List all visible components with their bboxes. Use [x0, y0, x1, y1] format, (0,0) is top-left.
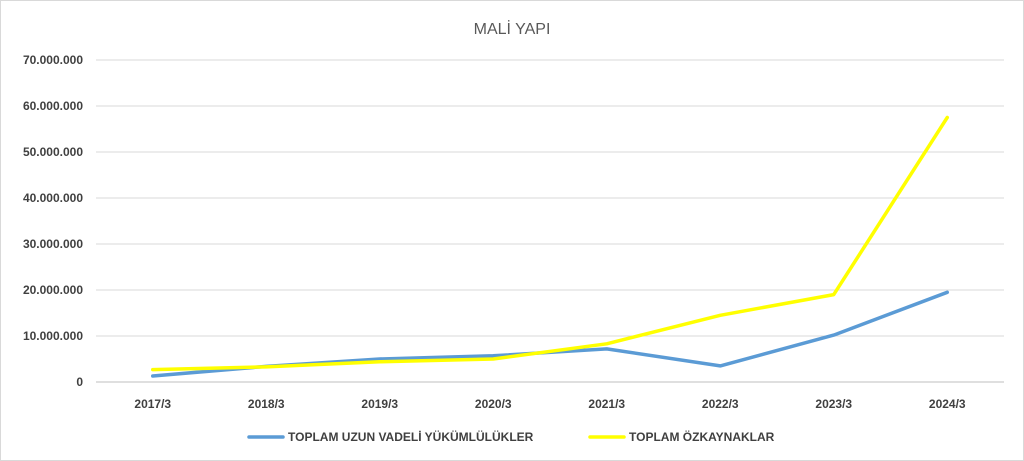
gridlines	[96, 59, 1004, 383]
x-tick-label: 2020/3	[475, 397, 512, 411]
y-tick-label: 0	[76, 375, 83, 389]
x-axis-ticks: 2017/3 2018/3 2019/3 2020/3 2021/3 2022/3 2023…	[134, 397, 966, 411]
x-tick-label: 2024/3	[929, 397, 966, 411]
legend-label: TOPLAM UZUN VADELİ YÜKÜMLÜLÜKLER	[288, 429, 534, 444]
y-axis-ticks: 0 10.000.000 20.000.000 30.000.000 40.000.00…	[23, 53, 83, 389]
x-tick-label: 2017/3	[134, 397, 171, 411]
y-tick-label: 20.000.000	[23, 283, 83, 297]
series-line-2	[151, 115, 949, 372]
x-tick-label: 2022/3	[702, 397, 739, 411]
legend-label: TOPLAM ÖZKAYNAKLAR	[629, 429, 775, 444]
y-tick-label: 40.000.000	[23, 191, 83, 205]
legend: TOPLAM UZUN VADELİ YÜKÜMLÜLÜKLER TOPLAM Ö…	[247, 429, 775, 444]
series-line-1	[151, 290, 949, 378]
x-tick-label: 2023/3	[815, 397, 852, 411]
series-lines	[151, 115, 949, 378]
y-tick-label: 70.000.000	[23, 53, 83, 67]
y-tick-label: 10.000.000	[23, 329, 83, 343]
chart-title: MALİ YAPI	[474, 19, 551, 38]
x-tick-label: 2018/3	[248, 397, 285, 411]
x-tick-label: 2021/3	[588, 397, 625, 411]
x-tick-label: 2019/3	[361, 397, 398, 411]
y-tick-label: 60.000.000	[23, 99, 83, 113]
y-tick-label: 30.000.000	[23, 237, 83, 251]
y-tick-label: 50.000.000	[23, 145, 83, 159]
